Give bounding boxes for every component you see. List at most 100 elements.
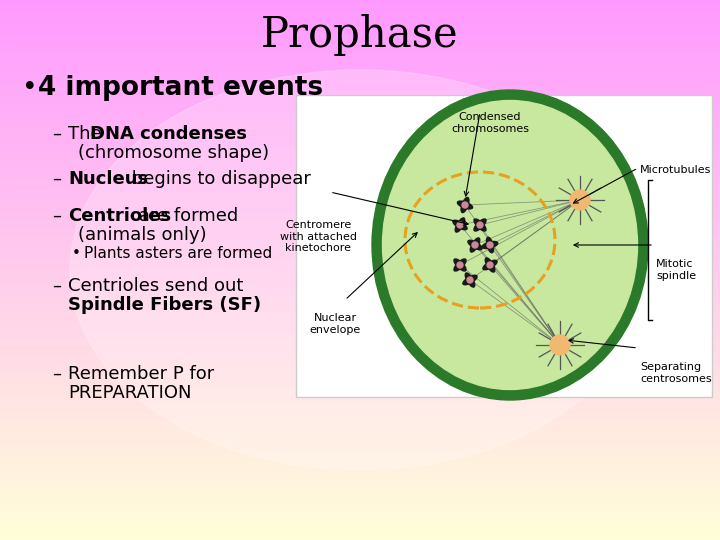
- Bar: [0, 400, 720, 405]
- Bar: [0, 116, 720, 122]
- Ellipse shape: [454, 259, 466, 271]
- Bar: [0, 368, 720, 374]
- Text: Prophase: Prophase: [261, 14, 459, 56]
- Bar: [0, 62, 720, 68]
- Bar: [0, 273, 720, 279]
- Bar: [0, 508, 720, 513]
- Text: –: –: [52, 365, 61, 383]
- Bar: [0, 269, 720, 274]
- Bar: [0, 138, 720, 144]
- Bar: [0, 296, 720, 301]
- Bar: [0, 386, 720, 391]
- Text: are formed: are formed: [133, 207, 238, 225]
- Ellipse shape: [463, 275, 477, 285]
- Text: (chromosome shape): (chromosome shape): [78, 145, 269, 163]
- Bar: [0, 363, 720, 369]
- Bar: [0, 373, 720, 378]
- Bar: [0, 12, 720, 18]
- Ellipse shape: [453, 220, 467, 230]
- Bar: [0, 381, 720, 387]
- Text: begins to disappear: begins to disappear: [126, 170, 311, 188]
- Bar: [0, 377, 720, 382]
- Bar: [0, 417, 720, 423]
- Bar: [0, 260, 720, 266]
- Text: –: –: [52, 207, 61, 225]
- Bar: [0, 458, 720, 463]
- Bar: [0, 255, 720, 261]
- Bar: [0, 454, 720, 459]
- Text: Condensed
chromosomes: Condensed chromosomes: [451, 112, 529, 133]
- Bar: [0, 111, 720, 117]
- Bar: [0, 246, 720, 252]
- Bar: [0, 134, 720, 139]
- Bar: [0, 184, 720, 189]
- Bar: [0, 17, 720, 23]
- Bar: [0, 404, 720, 409]
- Bar: [0, 498, 720, 504]
- Text: PREPARATION: PREPARATION: [68, 384, 192, 402]
- Bar: [0, 489, 720, 495]
- Circle shape: [487, 242, 493, 248]
- Circle shape: [467, 277, 473, 283]
- Bar: [0, 314, 720, 320]
- Bar: [0, 535, 720, 540]
- Bar: [0, 57, 720, 63]
- Bar: [0, 323, 720, 328]
- Bar: [0, 494, 720, 500]
- Text: Centrioles: Centrioles: [68, 207, 171, 225]
- Bar: [0, 327, 720, 333]
- Bar: [0, 238, 720, 243]
- Bar: [0, 278, 720, 284]
- Bar: [0, 157, 720, 162]
- Bar: [0, 467, 720, 472]
- Bar: [0, 350, 720, 355]
- Bar: [0, 3, 720, 9]
- Circle shape: [457, 222, 463, 228]
- Ellipse shape: [454, 259, 466, 271]
- Bar: [0, 444, 720, 450]
- Bar: [0, 476, 720, 482]
- Text: Spindle Fibers (SF): Spindle Fibers (SF): [68, 296, 261, 314]
- Ellipse shape: [482, 241, 498, 248]
- Text: (animals only): (animals only): [78, 226, 207, 245]
- Circle shape: [487, 262, 493, 268]
- Ellipse shape: [474, 219, 486, 231]
- Bar: [0, 93, 720, 99]
- Bar: [0, 89, 720, 94]
- Circle shape: [570, 190, 590, 210]
- Text: Separating
centrosomes: Separating centrosomes: [640, 362, 711, 383]
- Bar: [0, 219, 720, 225]
- Bar: [0, 462, 720, 468]
- Bar: [0, 233, 720, 239]
- Bar: [0, 435, 720, 441]
- Circle shape: [550, 335, 570, 355]
- Text: Centrioles send out: Centrioles send out: [68, 277, 243, 295]
- Bar: [0, 309, 720, 315]
- Ellipse shape: [483, 260, 497, 270]
- Bar: [0, 143, 720, 148]
- Bar: [0, 300, 720, 306]
- Bar: [0, 332, 720, 338]
- Bar: [0, 39, 720, 45]
- Bar: [0, 228, 720, 234]
- Bar: [0, 390, 720, 396]
- Bar: [0, 287, 720, 293]
- Ellipse shape: [485, 258, 495, 272]
- Bar: [0, 22, 720, 27]
- Bar: [0, 449, 720, 455]
- Bar: [0, 521, 720, 526]
- Bar: [0, 174, 720, 180]
- Bar: [0, 44, 720, 50]
- Bar: [0, 354, 720, 360]
- Bar: [0, 103, 720, 108]
- Bar: [0, 84, 720, 90]
- Text: –: –: [52, 170, 61, 188]
- Bar: [0, 359, 720, 364]
- Bar: [0, 35, 720, 40]
- Bar: [0, 525, 720, 531]
- Bar: [0, 152, 720, 158]
- Bar: [0, 53, 720, 58]
- Bar: [0, 431, 720, 436]
- Bar: [0, 341, 720, 347]
- Bar: [0, 319, 720, 324]
